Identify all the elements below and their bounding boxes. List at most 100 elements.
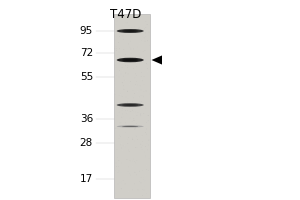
Point bbox=[141, 176, 146, 179]
Point bbox=[134, 58, 139, 62]
Point bbox=[125, 123, 130, 126]
Point bbox=[117, 50, 122, 54]
Point bbox=[145, 62, 149, 66]
Point bbox=[132, 171, 137, 174]
Point bbox=[130, 165, 134, 168]
Point bbox=[143, 26, 148, 29]
Point bbox=[134, 146, 139, 149]
Point bbox=[127, 185, 131, 189]
Point bbox=[112, 81, 117, 84]
Point bbox=[113, 127, 118, 130]
Point bbox=[119, 142, 124, 145]
Point bbox=[130, 26, 134, 29]
Ellipse shape bbox=[122, 126, 138, 127]
Point bbox=[119, 94, 124, 97]
Point bbox=[138, 28, 143, 31]
Point bbox=[145, 169, 150, 172]
Point bbox=[136, 188, 140, 191]
Point bbox=[124, 158, 129, 161]
Point bbox=[142, 179, 147, 182]
Point bbox=[128, 80, 133, 83]
Point bbox=[114, 49, 119, 52]
Point bbox=[115, 156, 120, 159]
Point bbox=[144, 56, 148, 59]
Point bbox=[113, 169, 118, 172]
Point bbox=[123, 18, 128, 21]
Point bbox=[112, 47, 117, 50]
Ellipse shape bbox=[122, 104, 138, 106]
Point bbox=[123, 131, 128, 134]
Bar bbox=[114, 14, 150, 198]
Point bbox=[143, 131, 148, 134]
Point bbox=[137, 59, 142, 62]
Point bbox=[123, 71, 128, 74]
Point bbox=[141, 86, 146, 90]
Point bbox=[121, 179, 126, 182]
Point bbox=[134, 159, 139, 162]
Point bbox=[128, 35, 133, 38]
Point bbox=[134, 28, 139, 31]
Point bbox=[119, 161, 124, 165]
Point bbox=[140, 122, 145, 125]
Point bbox=[142, 75, 146, 78]
Point bbox=[133, 171, 138, 174]
Point bbox=[116, 159, 121, 162]
Point bbox=[114, 161, 118, 164]
Point bbox=[123, 109, 128, 112]
Point bbox=[115, 148, 119, 151]
Point bbox=[123, 79, 128, 82]
Point bbox=[140, 194, 145, 197]
Point bbox=[127, 83, 132, 86]
Ellipse shape bbox=[117, 29, 144, 33]
Point bbox=[118, 181, 122, 184]
Text: 55: 55 bbox=[80, 72, 93, 82]
Point bbox=[117, 94, 122, 97]
Point bbox=[116, 163, 121, 166]
Point bbox=[113, 16, 118, 19]
Point bbox=[139, 176, 143, 179]
Point bbox=[136, 102, 141, 105]
Point bbox=[117, 69, 122, 72]
Point bbox=[120, 69, 125, 72]
Point bbox=[131, 117, 136, 120]
Point bbox=[143, 145, 148, 148]
Point bbox=[120, 95, 124, 98]
Point bbox=[116, 29, 121, 32]
Ellipse shape bbox=[122, 30, 138, 32]
Point bbox=[117, 134, 122, 137]
Point bbox=[140, 188, 145, 191]
Point bbox=[137, 87, 142, 91]
Point bbox=[139, 75, 144, 78]
Point bbox=[147, 138, 152, 142]
Point bbox=[145, 23, 150, 26]
Point bbox=[116, 171, 120, 174]
Point bbox=[123, 178, 128, 181]
Point bbox=[146, 119, 151, 122]
Point bbox=[134, 122, 139, 125]
Point bbox=[141, 190, 146, 193]
Point bbox=[140, 35, 145, 38]
Point bbox=[126, 190, 131, 193]
Point bbox=[137, 180, 142, 183]
Point bbox=[132, 160, 137, 163]
Point bbox=[122, 55, 126, 59]
Point bbox=[127, 172, 132, 175]
Point bbox=[123, 68, 128, 71]
Point bbox=[117, 137, 122, 140]
Point bbox=[128, 116, 133, 120]
Point bbox=[113, 30, 118, 33]
Point bbox=[120, 107, 124, 110]
Point bbox=[122, 28, 126, 32]
Point bbox=[142, 21, 147, 24]
Point bbox=[128, 173, 133, 177]
Point bbox=[123, 72, 128, 75]
Point bbox=[128, 110, 133, 113]
Point bbox=[114, 23, 118, 26]
Point bbox=[140, 183, 145, 186]
Point bbox=[117, 161, 122, 165]
Point bbox=[145, 69, 150, 73]
Point bbox=[128, 171, 133, 174]
Point bbox=[118, 121, 123, 124]
Point bbox=[113, 105, 118, 109]
Point bbox=[136, 193, 140, 197]
